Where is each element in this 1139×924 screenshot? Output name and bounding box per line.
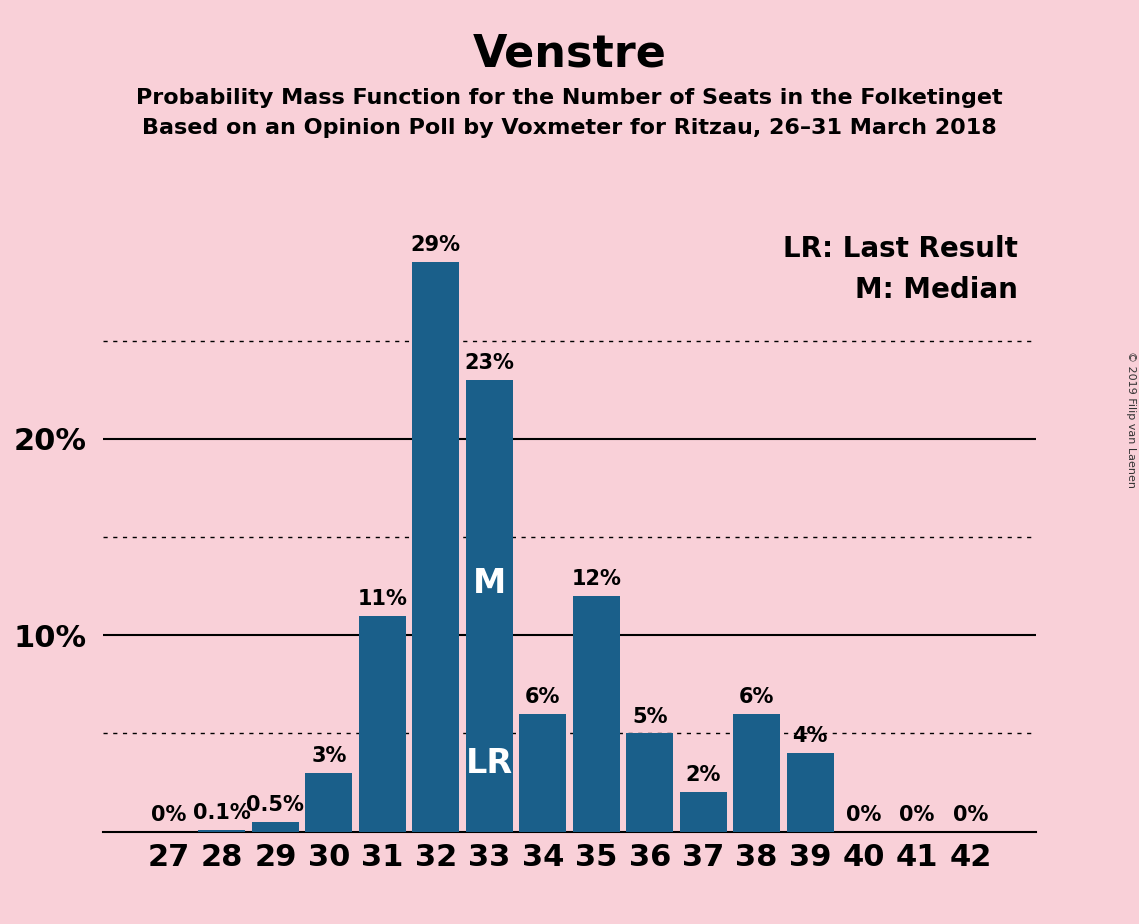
Bar [734, 713, 780, 832]
Bar [787, 753, 834, 832]
Bar [198, 830, 246, 832]
Text: LR: Last Result
M: Median: LR: Last Result M: Median [782, 235, 1018, 304]
Bar [519, 713, 566, 832]
Text: LR: LR [466, 748, 513, 781]
Text: 0.5%: 0.5% [246, 795, 304, 815]
Text: 29%: 29% [411, 236, 461, 255]
Text: M: M [473, 566, 506, 600]
Text: 11%: 11% [358, 589, 408, 609]
Text: 12%: 12% [572, 569, 621, 590]
Text: 0%: 0% [900, 805, 935, 825]
Text: © 2019 Filip van Laenen: © 2019 Filip van Laenen [1126, 351, 1136, 488]
Bar [466, 380, 513, 832]
Text: 6%: 6% [525, 687, 560, 707]
Bar [412, 262, 459, 832]
Text: Venstre: Venstre [473, 32, 666, 76]
Text: 2%: 2% [686, 765, 721, 785]
Bar [573, 596, 620, 832]
Text: 5%: 5% [632, 707, 667, 726]
Text: 0.1%: 0.1% [194, 803, 251, 822]
Text: 0%: 0% [953, 805, 989, 825]
Bar [252, 821, 298, 832]
Text: 4%: 4% [793, 726, 828, 747]
Text: 0%: 0% [150, 805, 186, 825]
Text: 23%: 23% [465, 353, 514, 373]
Text: Probability Mass Function for the Number of Seats in the Folketinget: Probability Mass Function for the Number… [137, 88, 1002, 108]
Text: 3%: 3% [311, 746, 346, 766]
Text: 0%: 0% [846, 805, 882, 825]
Bar [626, 734, 673, 832]
Bar [359, 615, 405, 832]
Text: 6%: 6% [739, 687, 775, 707]
Bar [680, 793, 727, 832]
Bar [305, 772, 352, 832]
Text: Based on an Opinion Poll by Voxmeter for Ritzau, 26–31 March 2018: Based on an Opinion Poll by Voxmeter for… [142, 118, 997, 139]
